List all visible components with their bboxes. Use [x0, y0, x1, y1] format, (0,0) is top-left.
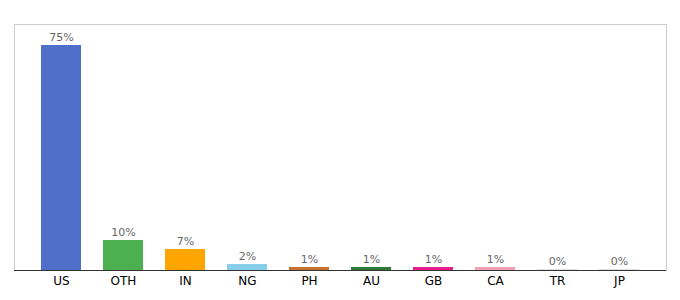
- svg-text:PH: PH: [301, 274, 317, 288]
- svg-text:1%: 1%: [487, 253, 504, 266]
- svg-text:2%: 2%: [239, 250, 256, 263]
- svg-text:AU: AU: [363, 274, 380, 288]
- svg-text:CA: CA: [487, 274, 504, 288]
- svg-text:1%: 1%: [363, 253, 380, 266]
- svg-text:JP: JP: [613, 274, 625, 288]
- svg-text:10%: 10%: [111, 226, 135, 239]
- svg-text:GB: GB: [425, 274, 443, 288]
- svg-text:7%: 7%: [177, 235, 194, 248]
- svg-text:0%: 0%: [549, 255, 566, 268]
- svg-text:NG: NG: [238, 274, 256, 288]
- svg-text:1%: 1%: [301, 253, 318, 266]
- svg-text:OTH: OTH: [111, 274, 137, 288]
- svg-text:75%: 75%: [49, 31, 73, 44]
- svg-text:0%: 0%: [611, 255, 628, 268]
- svg-text:1%: 1%: [425, 253, 442, 266]
- svg-text:IN: IN: [179, 274, 192, 288]
- svg-text:US: US: [53, 274, 69, 288]
- svg-text:TR: TR: [549, 274, 566, 288]
